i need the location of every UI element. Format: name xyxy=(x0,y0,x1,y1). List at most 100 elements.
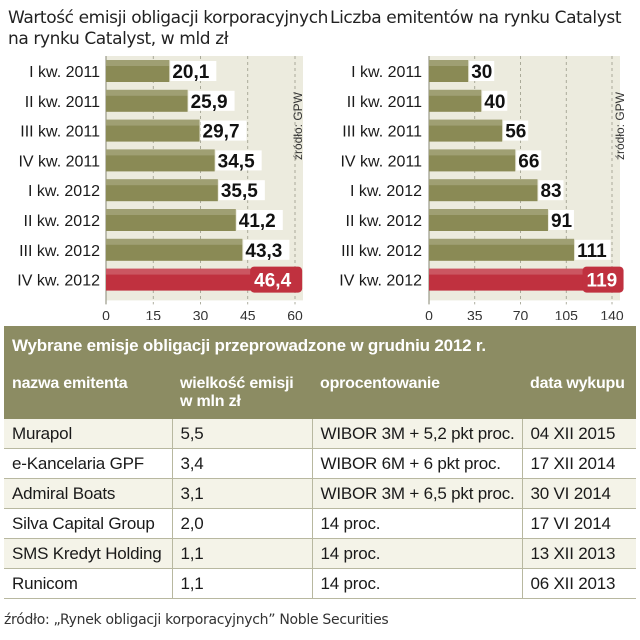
category-label: I kw. 2012 xyxy=(28,183,100,200)
value-label: 41,2 xyxy=(239,211,276,232)
category-label: II kw. 2011 xyxy=(347,94,422,111)
bar-shine xyxy=(429,89,482,96)
value-label: 91 xyxy=(551,211,573,232)
bar xyxy=(429,268,585,291)
bar xyxy=(429,179,538,202)
header-issuer: nazwa emitenta xyxy=(4,365,172,419)
value-label-bg xyxy=(575,239,611,260)
category-label: III kw. 2012 xyxy=(19,243,100,260)
bar xyxy=(106,179,218,202)
value-label-bg xyxy=(482,90,508,111)
issue-size-cell: 5,5 xyxy=(171,419,312,449)
x-tick-label: 0 xyxy=(102,307,110,320)
issuer-cell: Silva Capital Group xyxy=(4,508,172,539)
bond-issues-table-panel: Wybrane emisje obligacji przeprowadzone … xyxy=(4,326,636,606)
value-label: 35,5 xyxy=(221,181,258,202)
category-label: IV kw. 2012 xyxy=(339,273,422,290)
value-label-box xyxy=(250,266,303,293)
bar-shine xyxy=(429,149,516,156)
value-label: 40 xyxy=(484,92,505,113)
issuer-cell: e-Kancelaria GPF xyxy=(4,448,172,479)
table-row: SMS Kredyt Holding 1,1 14 proc. 13 XII 2013 xyxy=(4,538,636,569)
interest-cell: WIBOR 3M + 6,5 pkt proc. xyxy=(311,478,522,509)
category-label: II kw. 2012 xyxy=(346,213,423,230)
value-label-bg xyxy=(548,210,574,230)
value-label-bg xyxy=(503,120,529,141)
maturity-cell: 04 XII 2015 xyxy=(521,419,636,449)
issue-size-cell: 3,1 xyxy=(171,478,312,509)
category-label: I kw. 2011 xyxy=(29,64,100,81)
bar-shine xyxy=(106,60,170,66)
header-maturity: data wykupu xyxy=(522,365,636,419)
table-row: Murapol 5,5 WIBOR 3M + 5,2 pkt proc. 04 XII… xyxy=(4,419,636,449)
value-label: 119 xyxy=(587,271,618,292)
x-tick-label: 35 xyxy=(467,307,483,320)
bar xyxy=(106,60,170,82)
value-label-bg xyxy=(188,90,235,111)
bar xyxy=(429,238,575,261)
issuer-cell: Murapol xyxy=(4,419,172,449)
x-tick-label: 45 xyxy=(240,307,256,320)
table-row: Silva Capital Group 2,0 14 proc. 17 VI 2014 xyxy=(4,508,636,539)
issuer-cell: SMS Kredyt Holding xyxy=(4,538,172,569)
x-tick-label: 105 xyxy=(555,307,579,320)
value-label: 34,5 xyxy=(218,151,255,172)
value-label: 56 xyxy=(505,122,526,143)
category-label: IV kw. 2012 xyxy=(17,273,100,290)
category-label: I kw. 2011 xyxy=(351,64,422,81)
interest-cell: WIBOR 6M + 6 pkt proc. xyxy=(311,448,522,479)
bar-shine xyxy=(106,209,236,215)
source-note: źródło: GPW xyxy=(613,91,627,160)
chart-title-issue-value: Wartość emisji obligacji korporacyjnych … xyxy=(8,8,329,49)
bar-shine xyxy=(429,119,503,126)
value-label: 46,4 xyxy=(254,271,291,292)
bar xyxy=(106,209,236,231)
bar-shine xyxy=(429,209,548,215)
table-header-row: nazwa emitenta wielkość emisji w mln zł … xyxy=(4,365,636,419)
value-label-bg xyxy=(170,61,217,81)
bar-shine xyxy=(429,268,585,275)
bar xyxy=(106,268,253,291)
value-label-bg xyxy=(218,180,265,201)
bar-shine xyxy=(106,238,243,245)
bar-charts: 0 15 30 45 60 I kw. 2011 20,1 II kw. 2011 25,9 II… xyxy=(17,56,627,320)
maturity-cell: 30 VI 2014 xyxy=(521,478,636,509)
value-label: 25,9 xyxy=(191,92,228,113)
footer-source: źródło: „Rynek obligacji korporacyjnych”… xyxy=(4,612,389,628)
issue-size-cell: 1,1 xyxy=(171,568,312,599)
bar xyxy=(429,209,548,231)
bar xyxy=(106,149,215,172)
issuer-cell: Runicom xyxy=(4,568,172,599)
maturity-cell: 13 XII 2013 xyxy=(521,538,636,569)
value-label-bg xyxy=(469,61,495,81)
table-row: Runicom 1,1 14 proc. 06 XII 2013 xyxy=(4,568,636,599)
category-label: IV kw. 2011 xyxy=(340,153,422,170)
interest-cell: 14 proc. xyxy=(311,568,522,599)
category-label: II kw. 2011 xyxy=(25,94,100,111)
x-tick-label: 70 xyxy=(513,307,529,320)
issue-size-cell: 1,1 xyxy=(171,538,312,569)
value-label: 30 xyxy=(471,62,492,83)
table-row: e-Kancelaria GPF 3,4 WIBOR 6M + 6 pkt proc… xyxy=(4,448,636,479)
bar-shine xyxy=(106,149,215,156)
value-label-bg xyxy=(243,239,290,260)
value-label-bg xyxy=(516,150,542,171)
bar-shine xyxy=(106,119,200,126)
value-label: 83 xyxy=(540,181,561,202)
interest-cell: 14 proc. xyxy=(311,538,522,569)
maturity-cell: 17 XII 2014 xyxy=(521,448,636,479)
value-label: 20,1 xyxy=(172,62,209,83)
category-label: II kw. 2012 xyxy=(24,213,101,230)
x-tick-label: 30 xyxy=(193,307,209,320)
category-label: IV kw. 2011 xyxy=(18,153,100,170)
x-tick-label: 140 xyxy=(600,307,624,320)
value-label-box xyxy=(582,266,624,293)
bar xyxy=(106,89,188,112)
header-issue-size: wielkość emisji w mln zł xyxy=(172,365,312,419)
value-label-bg xyxy=(215,150,262,171)
maturity-cell: 06 XII 2013 xyxy=(521,568,636,599)
bar-shine xyxy=(106,268,253,275)
source-note: źródło: GPW xyxy=(291,91,305,160)
x-tick-label: 0 xyxy=(425,307,433,320)
x-tick-label: 15 xyxy=(145,307,161,320)
